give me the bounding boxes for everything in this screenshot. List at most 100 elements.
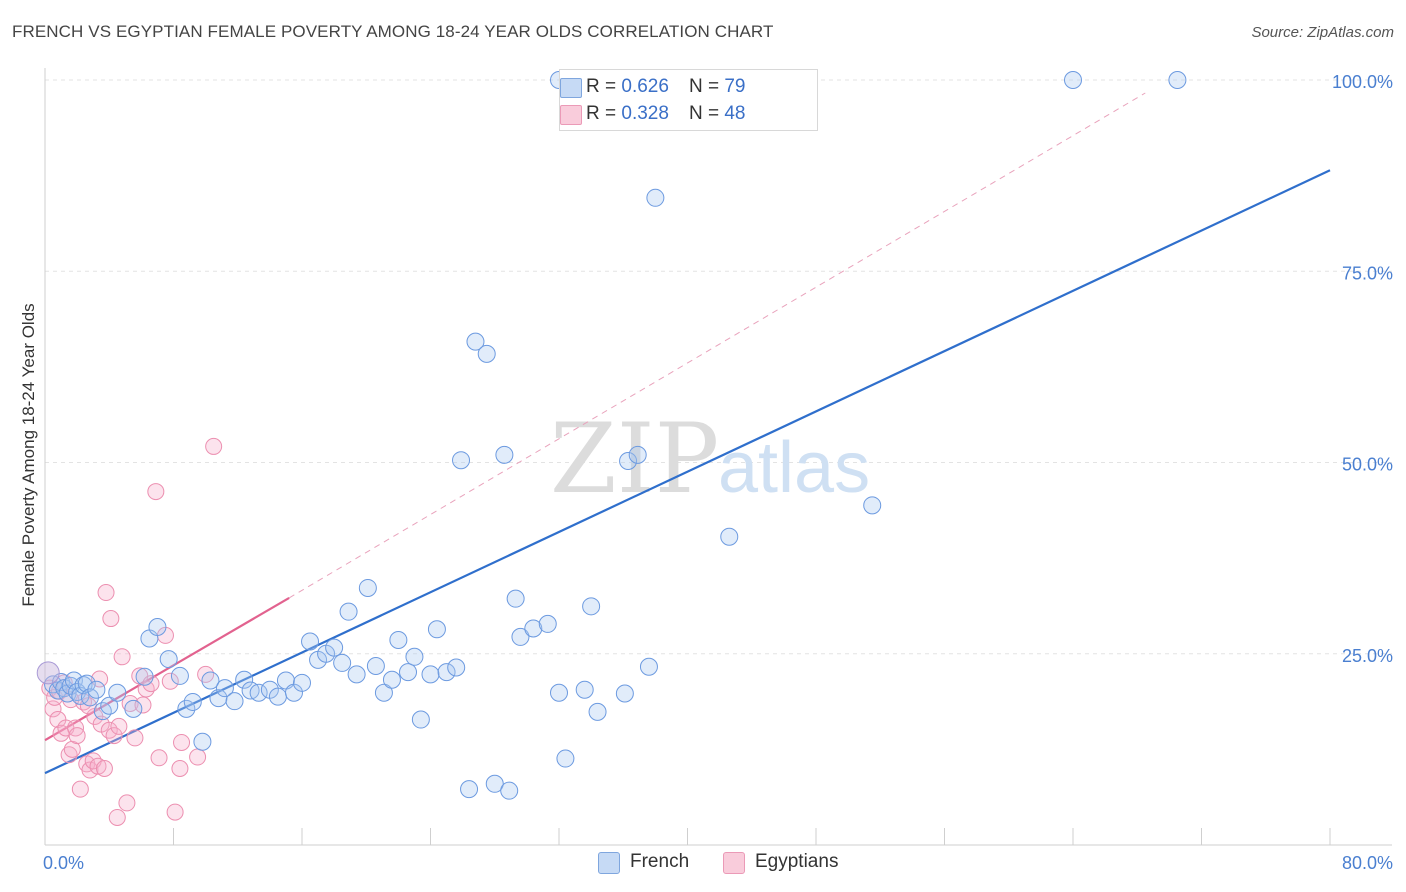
- egyptians-points: [41, 437, 223, 826]
- french-point: [87, 680, 106, 699]
- french-point: [389, 630, 408, 649]
- french-point: [1168, 71, 1187, 89]
- egyptians-point: [100, 721, 118, 739]
- legend-swatch-french: [560, 78, 582, 98]
- source-label: Source: ZipAtlas.com: [1251, 24, 1394, 41]
- legend-n-value-french: 79: [724, 76, 746, 97]
- legend: R = 0.626 N = 79 R = 0.328 N = 48: [559, 69, 818, 131]
- french-point: [215, 679, 234, 698]
- french-point: [447, 658, 466, 677]
- legend-r-value-egyptians: 0.328: [621, 103, 669, 124]
- egyptians-point: [102, 610, 120, 628]
- french-point: [427, 620, 446, 639]
- french-point: [437, 663, 456, 682]
- french-point: [575, 680, 594, 699]
- bottom-legend-egyptians: Egyptians: [723, 851, 839, 874]
- french-point: [615, 684, 634, 703]
- french-point: [301, 632, 320, 651]
- egyptians-point: [150, 749, 168, 767]
- gridlines: [45, 79, 1392, 655]
- egyptians-point: [108, 808, 126, 826]
- legend-r-value-french: 0.626: [621, 76, 669, 97]
- french-point: [235, 670, 254, 689]
- egyptians-point: [171, 760, 189, 777]
- french-point: [550, 683, 568, 702]
- french-point: [366, 656, 385, 675]
- french-point: [405, 647, 424, 666]
- french-point: [477, 344, 496, 363]
- french-point: [293, 673, 311, 692]
- egyptians-point: [68, 727, 86, 745]
- egyptians-point: [60, 746, 78, 764]
- x-tick-label: 0.0%: [43, 853, 84, 873]
- egyptians-point: [121, 694, 139, 712]
- legend-r-label: R =: [586, 76, 617, 97]
- french-point: [325, 638, 344, 657]
- egyptians-point: [89, 757, 107, 775]
- french-point: [249, 683, 268, 702]
- watermark: ZIP atlas: [550, 403, 870, 515]
- french-point: [159, 650, 178, 669]
- french-points: [36, 71, 1187, 800]
- french-point: [358, 578, 377, 597]
- french-point: [524, 619, 543, 638]
- french-point: [466, 332, 485, 351]
- legend-row-french: R = 0.626 N = 79: [560, 75, 746, 99]
- egyptians-point: [95, 760, 113, 777]
- french-point: [183, 692, 202, 711]
- french-point: [77, 674, 96, 693]
- bottom-legend-swatch-french: [598, 852, 620, 874]
- overlap-point: [36, 661, 60, 685]
- egyptians-point: [97, 584, 115, 602]
- egyptians-point: [81, 761, 99, 779]
- french-point: [124, 699, 143, 718]
- axes: [44, 68, 1392, 846]
- french-point: [177, 699, 196, 718]
- french-point: [339, 602, 358, 621]
- french-point: [511, 627, 530, 646]
- french-point: [333, 653, 352, 672]
- french-point: [628, 445, 647, 464]
- y-tick-label: 25.0%: [1342, 646, 1393, 666]
- french-point: [201, 671, 220, 690]
- egyptians-point: [134, 696, 152, 714]
- french-point: [399, 663, 418, 682]
- french-point: [556, 749, 575, 768]
- egyptians-point: [142, 675, 160, 693]
- egyptians-trendline-extension: [288, 92, 1146, 599]
- egyptians-point: [126, 729, 144, 747]
- french-point: [193, 732, 212, 751]
- french-point: [170, 666, 189, 685]
- egyptians-point: [205, 437, 223, 455]
- watermark-atlas: atlas: [718, 428, 870, 508]
- legend-r-label: R =: [586, 103, 617, 124]
- legend-n-label: N =: [688, 103, 720, 124]
- egyptians-point: [147, 483, 165, 501]
- french-point: [639, 657, 658, 676]
- french-point: [148, 617, 167, 636]
- trendlines: [44, 92, 1331, 775]
- egyptians-point: [110, 717, 128, 735]
- legend-row-egyptians: R = 0.328 N = 48: [560, 102, 746, 126]
- french-point: [80, 688, 99, 707]
- french-point: [720, 527, 739, 546]
- french-point: [460, 780, 479, 799]
- y-axis-label: Female Poverty Among 18-24 Year Olds: [19, 303, 38, 607]
- french-point: [538, 614, 557, 633]
- egyptians-point: [105, 727, 123, 745]
- french-point: [500, 781, 519, 800]
- french-point: [268, 687, 287, 706]
- french-point: [646, 188, 665, 207]
- legend-n-label: N =: [688, 76, 720, 97]
- bottom-legend-label-egyptians: Egyptians: [755, 851, 839, 872]
- bottom-legend-label-french: French: [630, 851, 690, 872]
- french-point: [225, 692, 244, 711]
- y-tick-label: 50.0%: [1342, 455, 1393, 475]
- legend-n-value-egyptians: 48: [724, 103, 746, 124]
- egyptians-point: [118, 794, 136, 812]
- egyptians-point: [197, 665, 215, 683]
- egyptians-trendline: [44, 596, 290, 742]
- french-point: [619, 451, 638, 470]
- french-point: [485, 774, 504, 793]
